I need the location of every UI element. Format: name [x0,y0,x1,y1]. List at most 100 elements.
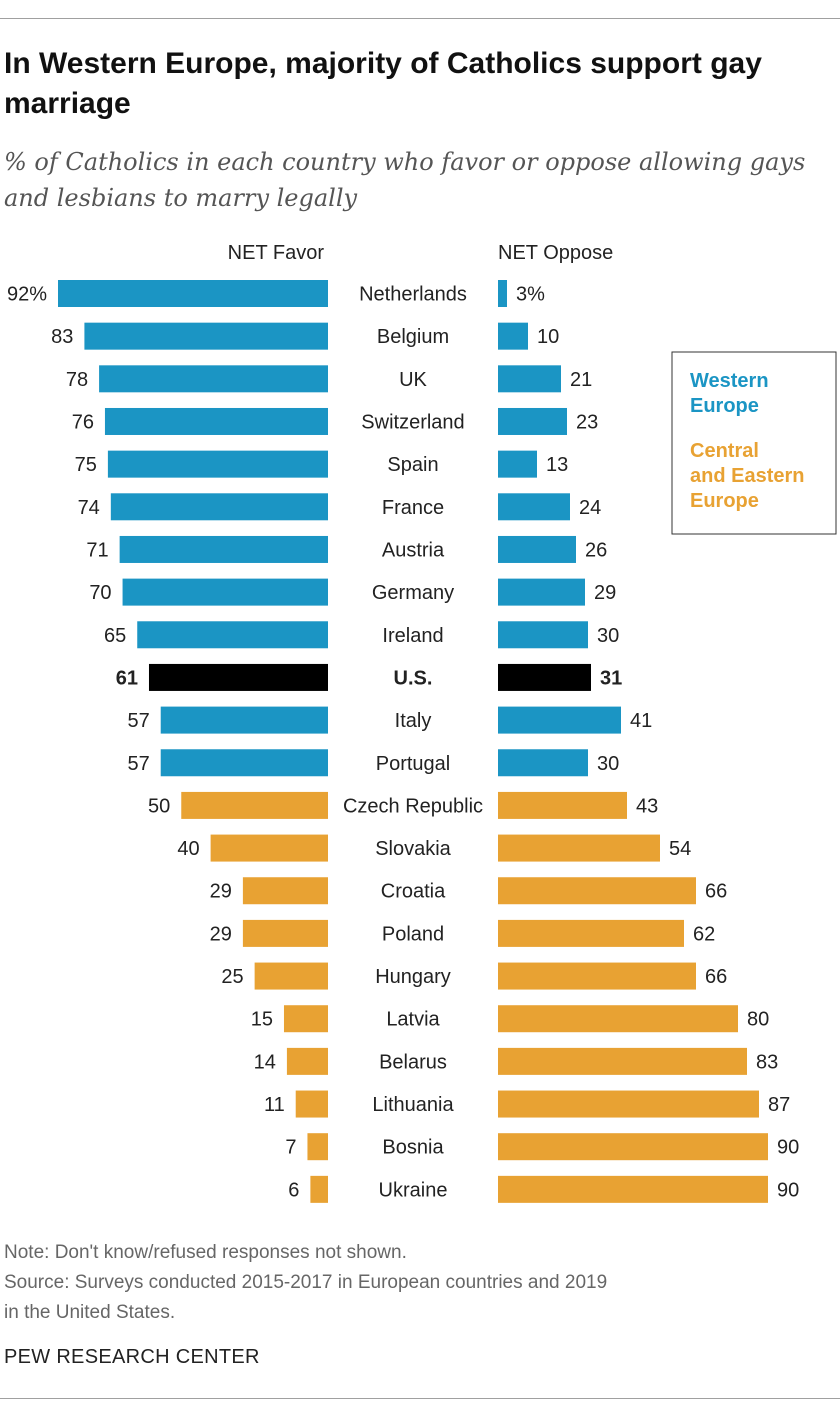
country-label: U.S. [394,667,433,689]
favor-bar [122,578,328,606]
note-text: Note: Don't know/refused responses not s… [4,1242,407,1263]
favor-value-label: 74 [78,497,100,519]
favor-value-label: 65 [104,625,126,647]
favor-value-label: 50 [148,795,170,817]
bottom-rule [0,1398,840,1399]
country-label: Netherlands [359,284,467,306]
oppose-bar [498,919,684,947]
country-label: Bosnia [382,1137,444,1159]
favor-bar [160,749,328,777]
country-label: Ukraine [379,1179,448,1201]
country-label: Portugal [376,753,451,775]
favor-bar [99,365,328,393]
favor-value-label: 61 [116,667,138,689]
favor-bar [160,706,328,734]
favor-bar [242,919,328,947]
favor-bar [107,450,329,478]
favor-value-label: 76 [72,411,94,433]
country-label: Belarus [379,1051,447,1073]
oppose-value-label: 29 [594,582,616,604]
country-label: Belgium [377,326,449,348]
favor-bar [119,535,328,563]
favor-value-label: 29 [210,881,232,903]
oppose-bar [498,663,591,691]
top-rule [0,18,840,19]
oppose-value-label: 24 [579,497,601,519]
favor-bar [307,1133,328,1161]
oppose-value-label: 31 [600,667,622,689]
favor-bar [210,834,328,862]
favor-value-label: 15 [251,1009,273,1031]
oppose-value-label: 10 [537,326,559,348]
favor-value-label: 7 [285,1137,296,1159]
oppose-value-label: 66 [705,966,727,988]
favor-value-label: 75 [75,454,97,476]
favor-value-label: 14 [254,1051,276,1073]
oppose-bar [498,621,588,649]
favor-value-label: 25 [221,966,243,988]
oppose-value-label: 90 [777,1179,799,1201]
legend-label: Central [690,440,759,462]
chart-subtitle: % of Catholics in each country who favor… [4,148,806,212]
country-label: Croatia [381,881,446,903]
oppose-bar [498,280,507,307]
favor-bar [137,621,328,649]
oppose-value-label: 90 [777,1137,799,1159]
oppose-bar [498,365,561,393]
country-label: Czech Republic [343,795,483,817]
favor-column-header: NET Favor [228,242,325,264]
oppose-value-label: 80 [747,1009,769,1031]
oppose-bar [498,962,696,990]
oppose-bar [498,578,585,606]
oppose-bar [498,450,537,478]
oppose-value-label: 87 [768,1094,790,1116]
favor-bar [84,322,328,350]
oppose-bar [498,1005,738,1033]
legend-label: and Eastern [690,465,804,487]
favor-value-label: 29 [210,923,232,945]
favor-value-label: 40 [177,838,199,860]
oppose-value-label: 54 [669,838,691,860]
oppose-bar [498,1090,759,1118]
favor-value-label: 83 [51,326,73,348]
favor-value-label: 78 [66,369,88,391]
country-label: France [382,497,444,519]
favor-value-label: 6 [288,1179,299,1201]
oppose-value-label: 30 [597,625,619,647]
favor-bar [110,493,329,521]
oppose-bar [498,1047,747,1075]
country-label: Spain [387,454,438,476]
favor-bar [295,1090,328,1118]
bar-chart: NET Favor NET Oppose 92% Netherlands 3% 83 Bel… [7,242,837,1203]
country-label: Latvia [386,1009,440,1031]
oppose-bar [498,791,627,819]
favor-value-label: 57 [127,753,149,775]
oppose-value-label: 43 [636,795,658,817]
legend-box [671,351,837,535]
oppose-bar [498,706,621,734]
country-label: Hungary [375,966,451,988]
favor-bar [310,1175,328,1203]
country-label: Ireland [382,625,443,647]
source-text-line1: Source: Surveys conducted 2015-2017 in E… [4,1272,608,1293]
chart-title: In Western Europe, majority of Catholics… [4,47,762,120]
oppose-bar [498,1175,768,1203]
favor-bar [58,280,328,307]
pew-research-center-logo: PEW RESEARCH CENTER [4,1346,260,1368]
oppose-value-label: 62 [693,923,715,945]
country-label: Switzerland [361,411,464,433]
oppose-value-label: 41 [630,710,652,732]
oppose-bar [498,322,528,350]
country-label: Italy [395,710,432,732]
source-text-line2: in the United States. [4,1302,176,1323]
oppose-value-label: 13 [546,454,568,476]
country-label: Lithuania [372,1094,454,1116]
legend-label: Europe [690,490,759,512]
oppose-value-label: 3% [516,284,545,306]
oppose-bar [498,877,696,905]
legend-label: Western [690,370,769,392]
favor-value-label: 70 [89,582,111,604]
country-label: UK [399,369,427,391]
favor-value-label: 92% [7,284,47,306]
oppose-bar [498,834,660,862]
